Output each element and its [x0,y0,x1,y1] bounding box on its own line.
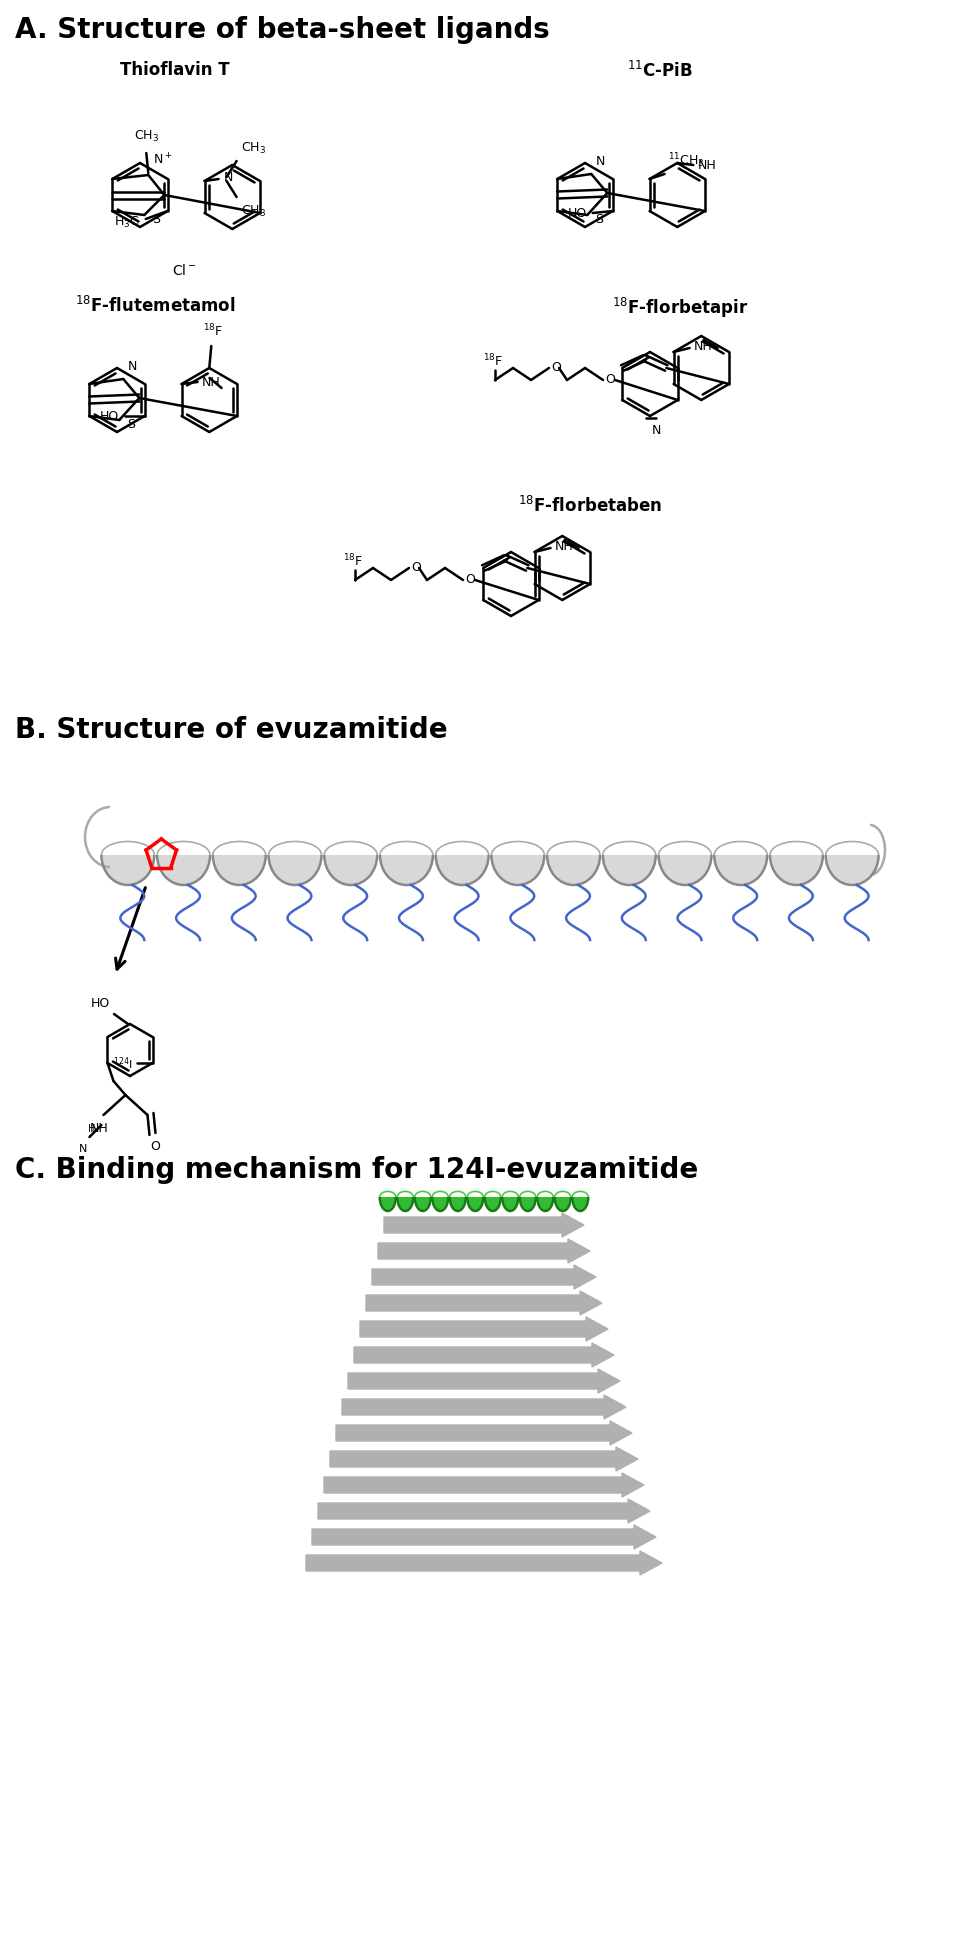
Text: N: N [79,1144,87,1153]
Polygon shape [826,856,879,886]
Text: CH$_3$: CH$_3$ [134,129,159,145]
FancyArrow shape [336,1421,632,1445]
Text: A. Structure of beta-sheet ligands: A. Structure of beta-sheet ligands [15,16,550,43]
Text: N: N [224,172,233,184]
Text: $^{18}$F: $^{18}$F [203,323,224,338]
Text: S: S [127,418,136,432]
Polygon shape [432,1196,448,1212]
Polygon shape [572,1196,589,1212]
FancyArrow shape [354,1343,614,1367]
Text: O: O [151,1140,161,1151]
FancyArrow shape [318,1499,650,1523]
Text: NH: NH [201,375,221,389]
FancyArrow shape [384,1214,584,1238]
Text: $^{18}$F: $^{18}$F [483,352,503,369]
FancyArrow shape [324,1474,644,1498]
FancyArrow shape [342,1396,626,1419]
FancyArrow shape [312,1525,656,1548]
FancyArrow shape [360,1318,608,1341]
FancyArrow shape [306,1550,662,1576]
Text: C. Binding mechanism for 124I-evuzamitide: C. Binding mechanism for 124I-evuzamitid… [15,1155,698,1183]
Text: HO: HO [100,411,119,424]
Text: CH$_3$: CH$_3$ [241,141,265,156]
Polygon shape [520,1196,536,1212]
Text: N$^+$: N$^+$ [153,152,173,168]
Polygon shape [380,856,433,886]
Polygon shape [547,856,600,886]
Polygon shape [324,856,378,886]
Text: O: O [411,561,421,575]
Text: NH: NH [90,1122,108,1134]
Text: NH: NH [555,540,573,553]
Text: CH$_3$: CH$_3$ [241,203,265,219]
Polygon shape [537,1196,554,1212]
Polygon shape [468,1196,483,1212]
Polygon shape [436,856,489,886]
Polygon shape [379,1196,396,1212]
Text: H$_3$C: H$_3$C [114,215,139,229]
Text: S: S [595,213,603,227]
Text: B. Structure of evuzamitide: B. Structure of evuzamitide [15,716,447,743]
FancyArrow shape [366,1292,602,1316]
Polygon shape [213,856,266,886]
Polygon shape [485,1196,500,1212]
Text: $^{124}$I: $^{124}$I [113,1056,133,1071]
Polygon shape [102,856,154,886]
Text: H: H [88,1124,96,1134]
Polygon shape [658,856,711,886]
Text: HO: HO [567,207,587,221]
Text: O: O [551,362,560,373]
Polygon shape [450,1196,466,1212]
Text: HO: HO [91,997,110,1009]
Text: $^{18}$F-flutemetamol: $^{18}$F-flutemetamol [75,295,235,317]
Text: S: S [152,213,161,227]
Text: Cl$^-$: Cl$^-$ [172,264,197,278]
FancyArrow shape [378,1239,590,1263]
Text: N: N [652,424,661,436]
Polygon shape [502,1196,518,1212]
Polygon shape [414,1196,431,1212]
Text: O: O [605,373,615,387]
Polygon shape [770,856,823,886]
Text: N: N [127,360,136,373]
FancyArrow shape [348,1368,620,1394]
Polygon shape [492,856,544,886]
Text: O: O [465,573,475,586]
Polygon shape [603,856,655,886]
FancyArrow shape [330,1447,638,1472]
Text: $^{18}$F: $^{18}$F [343,551,363,569]
Polygon shape [555,1196,571,1212]
Polygon shape [157,856,210,886]
Text: $^{11}$C-PiB: $^{11}$C-PiB [627,61,693,80]
Polygon shape [268,856,321,886]
Text: NH: NH [697,160,716,172]
Text: Thioflavin T: Thioflavin T [120,61,229,78]
FancyArrow shape [372,1265,596,1290]
Text: $^{18}$F-florbetaben: $^{18}$F-florbetaben [518,497,662,516]
Text: N: N [595,154,605,168]
Polygon shape [714,856,768,886]
Text: NH: NH [694,340,712,354]
Polygon shape [397,1196,413,1212]
Text: $^{18}$F-florbetapir: $^{18}$F-florbetapir [612,295,748,321]
Text: $^{11}$CH$_3$: $^{11}$CH$_3$ [668,151,705,170]
